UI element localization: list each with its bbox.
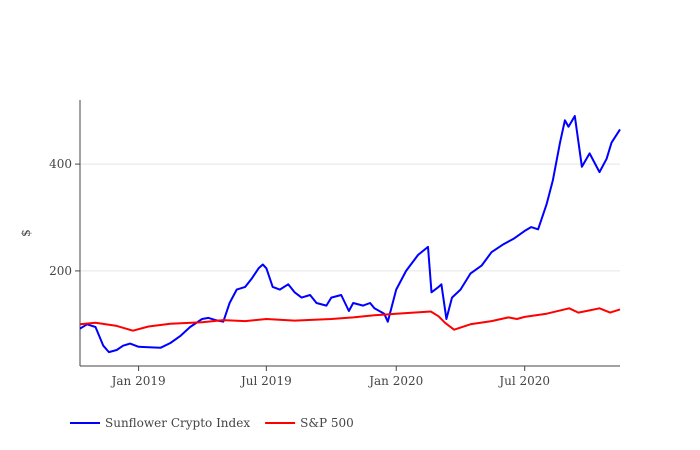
legend-label: Sunflower Crypto Index — [105, 416, 250, 430]
legend-item-sp-500[interactable]: S&P 500 — [265, 416, 354, 430]
x-axis: Jan 2019 Jul 2019 Jan 2020 Jul 2020 — [80, 365, 620, 388]
x-tick-label: Jul 2019 — [239, 374, 292, 388]
x-tick-label: Jan 2019 — [110, 374, 166, 388]
legend-label: S&P 500 — [300, 416, 354, 430]
x-tick-label: Jul 2020 — [497, 374, 550, 388]
plot-area — [79, 115, 621, 354]
y-axis: 200 400 — [49, 100, 81, 366]
series-line-sunflower-crypto-index — [79, 115, 621, 354]
x-tick-label: Jan 2020 — [367, 374, 423, 388]
y-axis-label: $ — [19, 229, 33, 237]
gridlines — [80, 163, 620, 272]
y-tick-label: 400 — [49, 157, 72, 171]
legend[interactable]: Sunflower Crypto Index S&P 500 — [70, 416, 354, 430]
legend-item-sunflower-crypto-index[interactable]: Sunflower Crypto Index — [70, 416, 250, 430]
series-line-sp-500 — [79, 307, 621, 332]
y-tick-label: 200 — [49, 264, 72, 278]
